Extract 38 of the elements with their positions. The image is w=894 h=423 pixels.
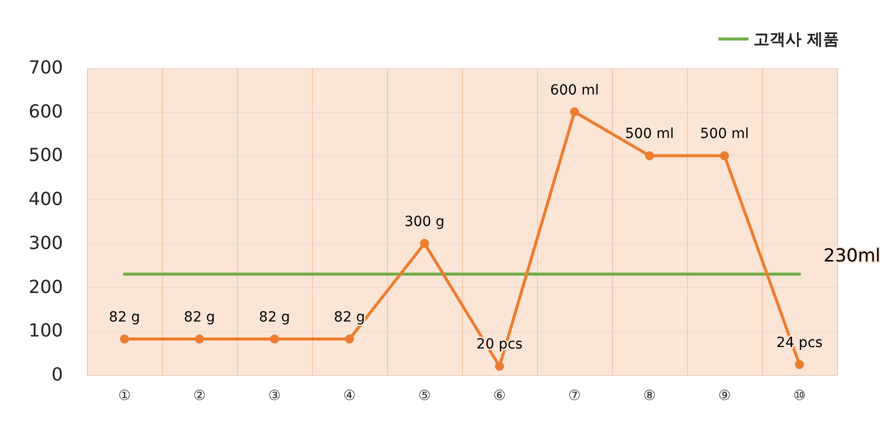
point xyxy=(795,360,804,369)
x-tick-label: ⑦ xyxy=(568,388,581,404)
data-label: 82 g xyxy=(258,310,290,326)
data-label: 600 ml xyxy=(550,82,599,98)
x-tick-label: ③ xyxy=(268,388,281,404)
y-tick-label: 200 xyxy=(28,276,63,298)
legend-label: 고객사 제품 xyxy=(753,30,840,48)
y-tick-label: 300 xyxy=(28,232,63,254)
x-tick-label: ⑧ xyxy=(643,388,656,404)
point xyxy=(420,238,429,248)
point xyxy=(720,151,729,160)
x-tick-label: ② xyxy=(193,388,206,404)
point xyxy=(645,151,654,160)
x-tick-label: ⑩ xyxy=(793,388,806,404)
point xyxy=(345,334,354,344)
data-label: 82 g xyxy=(184,310,216,326)
x-tick-label: ⑥ xyxy=(493,388,506,404)
data-label: 500 ml xyxy=(625,126,674,142)
x-tick-label: ④ xyxy=(343,388,356,404)
point xyxy=(270,334,279,344)
x-tick-label: ⑨ xyxy=(718,388,731,404)
x-tick-label: ① xyxy=(118,388,131,404)
y-tick-label: 700 xyxy=(28,58,63,78)
point xyxy=(120,334,129,344)
data-label: 82 g xyxy=(334,310,366,326)
point xyxy=(495,362,504,371)
y-tick-label: 500 xyxy=(28,145,63,166)
data-label: 500 ml xyxy=(700,126,749,142)
data-label: 300 g xyxy=(404,214,445,230)
y-tick-label: 600 xyxy=(28,101,63,122)
point xyxy=(195,334,204,344)
point xyxy=(570,107,579,116)
x-tick-label: ⑤ xyxy=(418,388,431,404)
y-tick-label: 100 xyxy=(28,320,63,342)
data-label: 82 g xyxy=(108,310,140,326)
data-label: 230ml xyxy=(824,246,880,267)
y-tick-label: 0 xyxy=(52,364,63,386)
y-tick-label: 400 xyxy=(28,189,63,210)
